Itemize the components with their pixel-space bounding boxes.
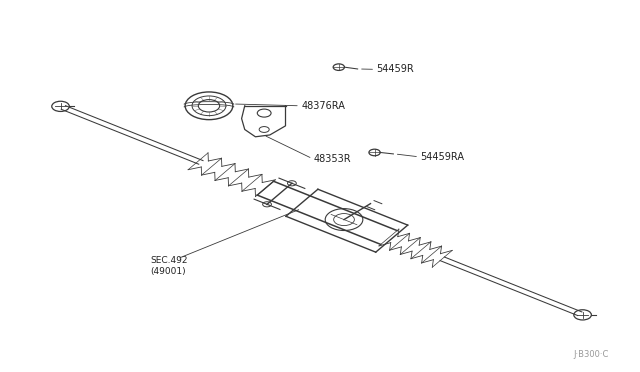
Text: (49001): (49001) — [150, 267, 186, 276]
Text: 48353R: 48353R — [314, 154, 351, 164]
Text: 54459RA: 54459RA — [420, 152, 465, 162]
Text: SEC.492: SEC.492 — [150, 256, 188, 265]
Text: 54459R: 54459R — [376, 64, 414, 74]
Text: 48376RA: 48376RA — [301, 101, 345, 111]
Text: J·B300·C: J·B300·C — [573, 350, 609, 359]
